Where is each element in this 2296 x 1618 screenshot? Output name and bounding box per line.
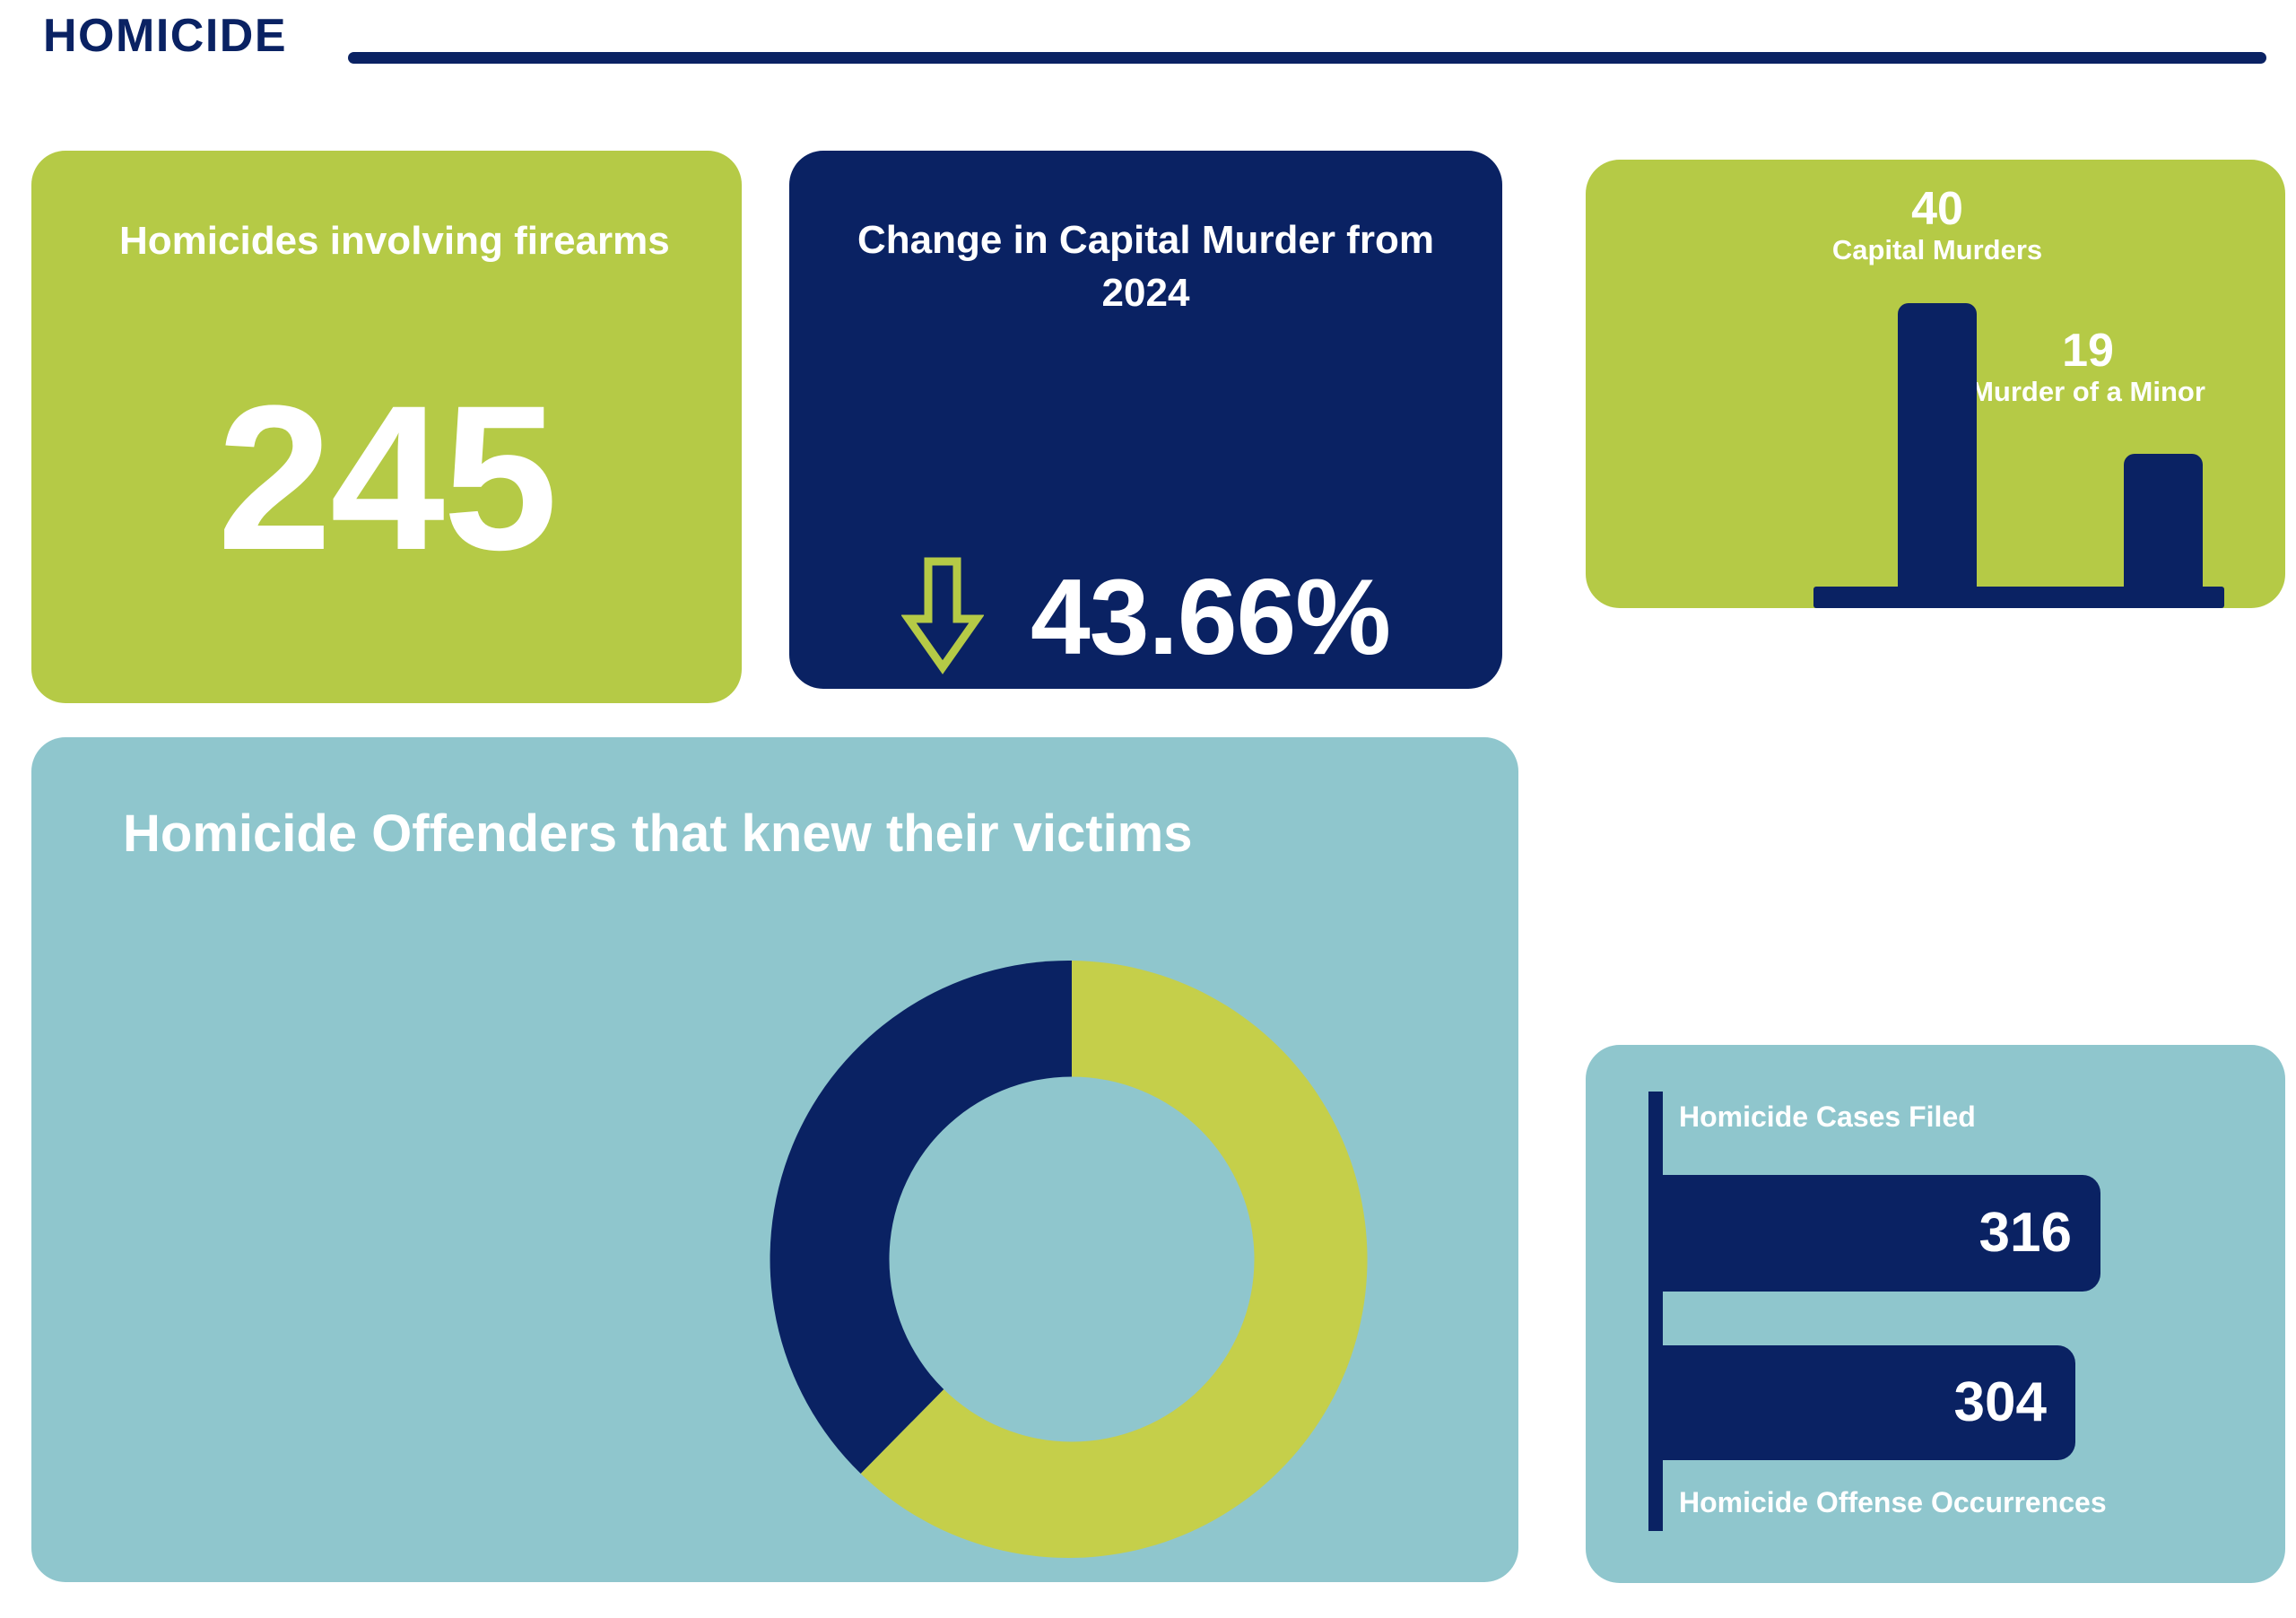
capital-change-value: 43.66%: [1031, 557, 1391, 677]
bar-label-capital-murders: 40 Capital Murders: [1695, 185, 2179, 265]
card-offenders-knew-victims: Homicide Offenders that knew their victi…: [31, 737, 1518, 1582]
header-divider-rule: [348, 52, 2266, 64]
firearms-label: Homicides involving firearms: [119, 219, 670, 263]
card-capital-murder-bars: 40 Capital Murders 19 Murder of a Minor: [1586, 160, 2285, 608]
hbar-label-offense-occurrences: Homicide Offense Occurrences: [1679, 1486, 2107, 1518]
hbar-value-offense-occurrences: 304: [1953, 1371, 2047, 1433]
bar-label-murder-of-a-minor: 19 Murder of a Minor: [1882, 326, 2294, 407]
donut-title: Homicide Offenders that knew their victi…: [123, 805, 1193, 863]
donut-hole: [889, 1076, 1255, 1442]
vertical-bar-chart: 40 Capital Murders 19 Murder of a Minor: [1586, 160, 2285, 608]
hbar-offense-occurrences: 304: [1663, 1345, 2075, 1460]
donut-chart: [770, 960, 1368, 1558]
bar-name-murder-of-a-minor: Murder of a Minor: [1970, 375, 2205, 407]
bar-chart-baseline: [1813, 587, 2224, 608]
bar-value-murder-of-a-minor: 19: [2062, 325, 2114, 377]
hbar-value-cases-filed: 316: [1979, 1202, 2072, 1264]
capital-change-label: Change in Capital Murder from 2024: [857, 218, 1434, 316]
bar-capital-murders: [1898, 303, 1977, 588]
card-homicides-firearms: Homicides involving firearms 245: [31, 151, 742, 703]
card-capital-murder-change: Change in Capital Murder from 2024 43.66…: [789, 151, 1502, 689]
capital-change-row: 43.66%: [789, 554, 1502, 680]
hbar-label-cases-filed: Homicide Cases Filed: [1679, 1100, 1976, 1133]
bar-murder-of-a-minor: [2124, 454, 2203, 588]
bar-name-capital-murders: Capital Murders: [1831, 233, 2043, 265]
hbar-cases-filed: 316: [1663, 1175, 2100, 1292]
arrow-down-icon: [901, 557, 984, 674]
hbar-chart-axis: [1648, 1092, 1663, 1531]
page-title: HOMICIDE: [43, 10, 287, 62]
page-header: HOMICIDE: [0, 0, 2296, 83]
firearms-value: 245: [217, 362, 558, 593]
card-homicide-cases-bars: Homicide Cases Filed 316 304 Homicide Of…: [1586, 1045, 2285, 1583]
bar-value-capital-murders: 40: [1911, 183, 1963, 235]
